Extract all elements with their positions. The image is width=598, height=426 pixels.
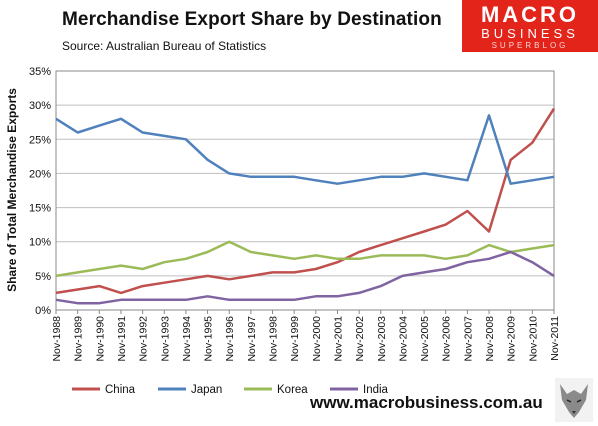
x-tick-label: Nov-1996 — [224, 316, 236, 362]
y-tick-label: 15% — [29, 203, 51, 215]
x-tick-label: Nov-1990 — [94, 316, 106, 362]
x-tick-label: Nov-2002 — [354, 316, 366, 362]
x-tick-label: Nov-2000 — [311, 316, 323, 362]
chart-title: Merchandise Export Share by Destination — [62, 9, 442, 30]
x-tick-label: Nov-2004 — [397, 316, 409, 362]
x-tick-label: Nov-2001 — [332, 316, 344, 362]
x-tick-label: Nov-1989 — [73, 316, 85, 362]
series-line-india — [55, 250, 555, 305]
logo-line-2: BUSINESS — [481, 26, 579, 41]
x-tick-label: Nov-1991 — [116, 316, 128, 362]
legend-label: India — [363, 384, 389, 396]
y-tick-label: 10% — [29, 237, 51, 249]
y-tick-label: 20% — [29, 168, 51, 180]
y-tick-label: 0% — [35, 305, 51, 317]
x-tick-label: Nov-2008 — [484, 316, 496, 362]
x-tick-label: Nov-1992 — [138, 316, 150, 362]
plot-area — [55, 70, 555, 311]
x-tick-label: Nov-2011 — [549, 316, 561, 361]
legend-label: Japan — [191, 384, 222, 396]
gridlines — [56, 70, 554, 311]
logo-line-3: SUPERBLOG — [491, 41, 569, 50]
y-tick-label: 30% — [29, 100, 51, 112]
y-tick-label: 5% — [35, 271, 51, 283]
x-tick-label: Nov-1988 — [51, 316, 63, 362]
y-axis-ticks: 0% 5% 10% 15% 20% 25% 30% 35% — [29, 66, 51, 317]
x-tick-label: Nov-1994 — [181, 316, 193, 362]
x-axis-ticks: Nov-1988 Nov-1989 Nov-1990 Nov-1991 Nov-1992… — [51, 310, 561, 362]
legend-label: Korea — [277, 384, 308, 396]
x-tick-label: Nov-2003 — [376, 316, 388, 362]
y-tick-label: 25% — [29, 134, 51, 146]
series-lines — [55, 107, 556, 305]
series-line-china — [55, 107, 556, 295]
macrobusiness-logo: MACRO BUSINESS SUPERBLOG — [462, 0, 598, 52]
wolf-icon — [555, 378, 593, 422]
y-tick-label: 35% — [29, 66, 51, 78]
x-tick-label: Nov-1997 — [246, 316, 258, 362]
legend: China Japan Korea India — [72, 384, 389, 396]
x-tick-label: Nov-1999 — [289, 316, 301, 362]
x-tick-label: Nov-2009 — [506, 316, 518, 362]
x-tick-label: Nov-1995 — [203, 316, 215, 362]
y-axis-label: Share of Total Merchandise Exports — [5, 88, 19, 292]
series-line-japan — [55, 114, 555, 185]
x-tick-label: Nov-1993 — [159, 316, 171, 362]
legend-label: China — [105, 384, 136, 396]
chart-subtitle: Source: Australian Bureau of Statistics — [62, 39, 267, 53]
x-tick-label: Nov-2007 — [462, 316, 474, 362]
series-line-korea — [55, 240, 555, 278]
logo-line-1: MACRO — [480, 2, 580, 27]
x-tick-label: Nov-2005 — [419, 316, 431, 362]
x-tick-label: Nov-2010 — [527, 316, 539, 362]
x-tick-label: Nov-2006 — [441, 316, 453, 362]
x-tick-label: Nov-1998 — [268, 316, 280, 362]
website-url[interactable]: www.macrobusiness.com.au — [310, 393, 543, 412]
